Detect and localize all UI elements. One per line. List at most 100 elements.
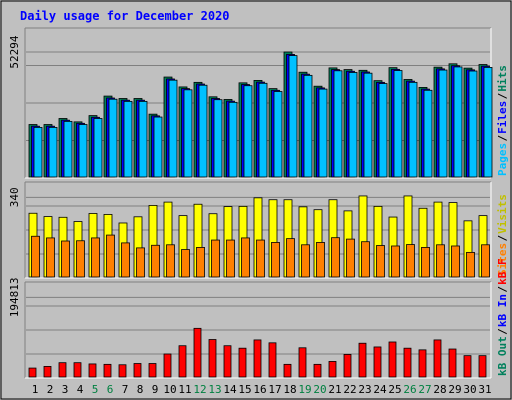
bar-visits-sites-20: [316, 242, 325, 278]
bar-visits-sites-23: [361, 241, 370, 278]
bar-visits-sites-7: [121, 242, 130, 278]
x-tick-label-10: 10: [163, 383, 176, 396]
bar-hits-pages-15: [243, 85, 253, 178]
bar-kbytes-kb-f-27: [418, 349, 427, 378]
bar-hits-pages-8: [138, 100, 148, 178]
x-tick-label-4: 4: [77, 383, 84, 396]
legend-item-kb-out: kB Out: [496, 336, 509, 376]
bar-kbytes-kb-f-14: [223, 345, 232, 378]
legend-separator: /: [496, 286, 509, 293]
bar-visits-sites-19: [301, 244, 310, 278]
bar-kbytes-kb-f-30: [463, 355, 472, 378]
bar-hits-pages-27: [423, 89, 433, 178]
legend-separator: /: [496, 135, 509, 142]
bar-hits-pages-7: [123, 100, 133, 178]
bar-kbytes-kb-f-17: [268, 342, 277, 378]
bar-kbytes-kb-f-7: [118, 364, 127, 378]
legend-item-kb-f: kB F: [496, 258, 509, 285]
x-tick-label-26: 26: [403, 383, 416, 396]
x-tick-label-20: 20: [313, 383, 326, 396]
chart-title: Daily usage for December 2020: [20, 9, 230, 23]
bar-hits-pages-5: [93, 118, 103, 178]
bar-kbytes-kb-f-11: [178, 345, 187, 378]
bar-visits-sites-25: [391, 245, 400, 278]
bar-hits-pages-1: [33, 127, 43, 178]
bar-kbytes-kb-f-10: [163, 353, 172, 378]
legend-kbytes: kB Out/kB In/kB F: [496, 258, 509, 376]
bar-kbytes-kb-f-12: [193, 327, 202, 378]
bar-hits-pages-11: [183, 89, 193, 178]
bar-hits-pages-20: [318, 88, 328, 178]
x-tick-label-29: 29: [448, 383, 461, 396]
x-tick-label-22: 22: [343, 383, 356, 396]
bar-visits-sites-22: [346, 238, 355, 278]
legend-item-hits: Hits: [496, 65, 509, 92]
bar-kbytes-kb-f-16: [253, 339, 262, 378]
bar-hits-pages-4: [78, 124, 88, 178]
chart-panels: 52294Pages/Files/Hits340Sites/Visits1948…: [8, 27, 509, 379]
bar-visits-sites-29: [451, 245, 460, 278]
bar-visits-sites-3: [61, 240, 70, 278]
legend-separator: /: [496, 92, 509, 99]
bar-hits-pages-16: [258, 82, 268, 178]
x-tick-label-14: 14: [223, 383, 237, 396]
bar-hits-pages-14: [228, 101, 238, 178]
legend-item-kb-in: kB In: [496, 294, 509, 327]
bar-visits-sites-8: [136, 247, 145, 278]
x-tick-label-25: 25: [388, 383, 401, 396]
bar-visits-sites-31: [481, 244, 490, 278]
bar-hits-pages-2: [48, 127, 58, 178]
bar-kbytes-kb-f-9: [148, 363, 157, 378]
bar-hits-pages-9: [153, 116, 163, 178]
x-tick-label-3: 3: [62, 383, 69, 396]
x-tick-label-21: 21: [328, 383, 341, 396]
legend-item-sites: Sites: [496, 243, 509, 276]
bar-kbytes-kb-f-15: [238, 347, 247, 378]
bar-hits-pages-26: [408, 81, 418, 178]
bar-visits-sites-12: [196, 247, 205, 278]
bar-hits-pages-21: [333, 70, 343, 178]
legend-hits: Pages/Files/Hits: [496, 65, 509, 176]
bar-kbytes-kb-f-18: [283, 363, 292, 378]
panel-visits: 340 Sites/Visits: [8, 181, 509, 279]
bar-visits-sites-15: [241, 237, 250, 278]
bar-visits-sites-13: [211, 239, 220, 278]
bar-visits-sites-27: [421, 247, 430, 278]
bar-visits-sites-1: [31, 235, 40, 278]
bar-kbytes-kb-f-13: [208, 339, 217, 378]
bar-visits-sites-11: [181, 249, 190, 278]
x-tick-label-28: 28: [433, 383, 446, 396]
bar-kbytes-kb-f-2: [43, 366, 52, 378]
bar-visits-sites-5: [91, 237, 100, 278]
bar-visits-sites-9: [151, 244, 160, 278]
bar-hits-pages-23: [363, 72, 373, 178]
bar-kbytes-kb-f-31: [478, 355, 487, 378]
bar-hits-pages-30: [468, 70, 478, 178]
bar-visits-sites-24: [376, 245, 385, 278]
bar-visits-sites-26: [406, 244, 415, 278]
bar-hits-pages-29: [453, 66, 463, 178]
bar-visits-sites-28: [436, 244, 445, 278]
x-tick-label-24: 24: [373, 383, 387, 396]
x-tick-label-17: 17: [268, 383, 281, 396]
bar-kbytes-kb-f-8: [133, 363, 142, 378]
bar-visits-sites-21: [331, 237, 340, 278]
x-tick-label-8: 8: [137, 383, 144, 396]
bar-visits-sites-4: [76, 240, 85, 278]
bar-hits-pages-24: [378, 83, 388, 178]
bar-kbytes-kb-f-25: [388, 341, 397, 378]
x-tick-label-9: 9: [152, 383, 159, 396]
x-tick-label-23: 23: [358, 383, 371, 396]
bar-kbytes-kb-f-6: [103, 363, 112, 378]
x-tick-label-16: 16: [253, 383, 266, 396]
x-axis-ticks: 1 2 3 4 5 6 7 8 9 10 11 12 13 14 15 16 17 18 19 20 21 22 23 24 2…: [32, 383, 492, 396]
bar-visits-sites-2: [46, 237, 55, 278]
bar-kbytes-kb-f-23: [358, 342, 367, 378]
bar-visits-sites-14: [226, 239, 235, 278]
bar-visits-sites-6: [106, 234, 115, 278]
x-tick-label-15: 15: [238, 383, 251, 396]
x-tick-label-6: 6: [107, 383, 114, 396]
bar-kbytes-kb-f-19: [298, 347, 307, 378]
